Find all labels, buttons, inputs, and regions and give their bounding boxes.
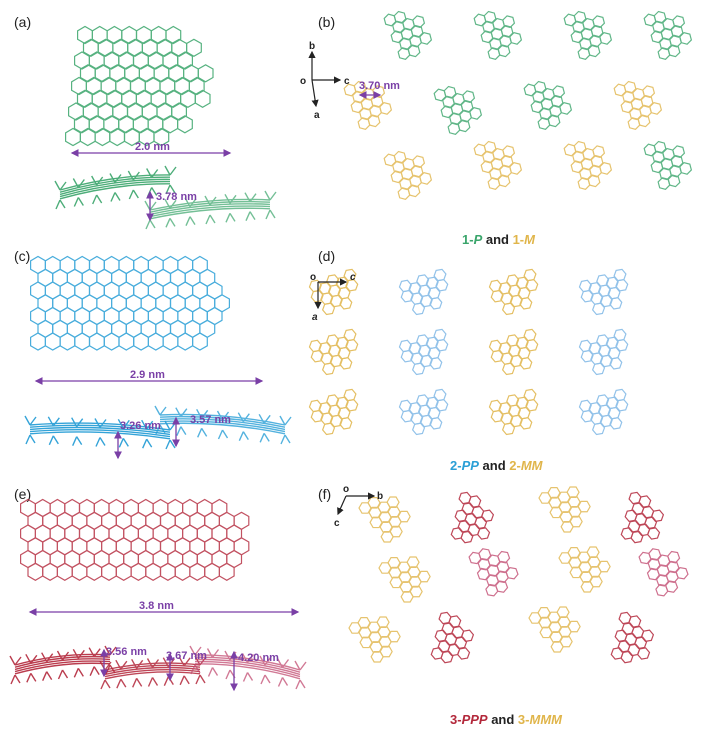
caption-b-and: and bbox=[482, 232, 513, 247]
axis-origin-f: o bbox=[343, 484, 349, 495]
spacing-label-e2: 3.67 nm bbox=[166, 650, 207, 662]
panel-label-b: (b) bbox=[318, 14, 336, 30]
axis-origin-d: o bbox=[310, 272, 316, 283]
caption-f-p-label: PPP bbox=[461, 712, 488, 727]
caption-f-p-prefix: 3- bbox=[450, 712, 462, 727]
axis-origin-b: o bbox=[300, 76, 306, 87]
width-label-a: 2.0 nm bbox=[135, 141, 170, 153]
caption-d-p-label: PP bbox=[461, 458, 479, 473]
crystal-packing-1 bbox=[343, 10, 693, 200]
caption-d: 2-PP and 2-MM bbox=[450, 458, 542, 473]
panel-label-a: (a) bbox=[14, 14, 32, 30]
stack-label-a: 3.78 nm bbox=[156, 191, 197, 203]
width-label-c: 2.9 nm bbox=[130, 369, 165, 381]
caption-b: 1-P and 1-M bbox=[462, 232, 535, 247]
panel-label-e: (e) bbox=[14, 486, 32, 502]
molecule-3-side-view bbox=[9, 645, 307, 690]
caption-b-m-label: M bbox=[524, 232, 535, 247]
axis-x-b: c bbox=[344, 76, 350, 87]
caption-b-p-label: P bbox=[473, 232, 483, 247]
width-label-e: 3.8 nm bbox=[139, 600, 174, 612]
molecule-1-side-view bbox=[54, 165, 277, 230]
axis-x-d: c bbox=[350, 272, 356, 283]
caption-f-m-prefix: 3- bbox=[517, 712, 530, 727]
caption-b-p-prefix: 1- bbox=[462, 232, 474, 247]
caption-d-m-prefix: 2- bbox=[509, 458, 521, 473]
axis-y-b: b bbox=[309, 41, 315, 52]
panel-label-c: (c) bbox=[14, 248, 31, 264]
caption-f-m-label: MMM bbox=[529, 712, 562, 727]
spacing-label-e1: 3.56 nm bbox=[106, 646, 147, 658]
caption-b-m-prefix: 1- bbox=[512, 232, 525, 247]
axis-y-f: c bbox=[334, 518, 340, 529]
crystal-packing-2 bbox=[308, 268, 629, 436]
caption-f: 3-PPP and 3-MMM bbox=[450, 712, 562, 727]
molecule-2-top-view bbox=[30, 255, 230, 351]
molecule-1-top-view bbox=[65, 25, 214, 147]
axis-triad-f: o b c bbox=[334, 484, 383, 529]
panel-label-f: (f) bbox=[318, 486, 332, 502]
caption-d-m-label: MM bbox=[520, 458, 543, 473]
crystal-packing-3 bbox=[348, 486, 689, 664]
axis-triad-d: o c a bbox=[310, 272, 356, 323]
spacing-label-c1: 3.26 nm bbox=[120, 420, 161, 432]
molecule-2-side-view bbox=[24, 405, 292, 450]
panel-label-d: (d) bbox=[318, 248, 336, 264]
caption-d-and: and bbox=[478, 458, 510, 473]
caption-f-and: and bbox=[487, 712, 518, 727]
axis-triad-b: o c b a bbox=[300, 41, 350, 121]
spacing-label-e3: 4.20 nm bbox=[238, 652, 279, 664]
axis-y-d: a bbox=[312, 312, 318, 323]
caption-d-p-prefix: 2- bbox=[450, 458, 462, 473]
axis-z-b: a bbox=[314, 110, 320, 121]
molecule-3-top-view bbox=[20, 498, 250, 581]
spacing-label-b: 3.70 nm bbox=[359, 80, 400, 92]
spacing-label-c2: 3.57 nm bbox=[190, 414, 231, 426]
axis-x-f: b bbox=[377, 491, 383, 502]
